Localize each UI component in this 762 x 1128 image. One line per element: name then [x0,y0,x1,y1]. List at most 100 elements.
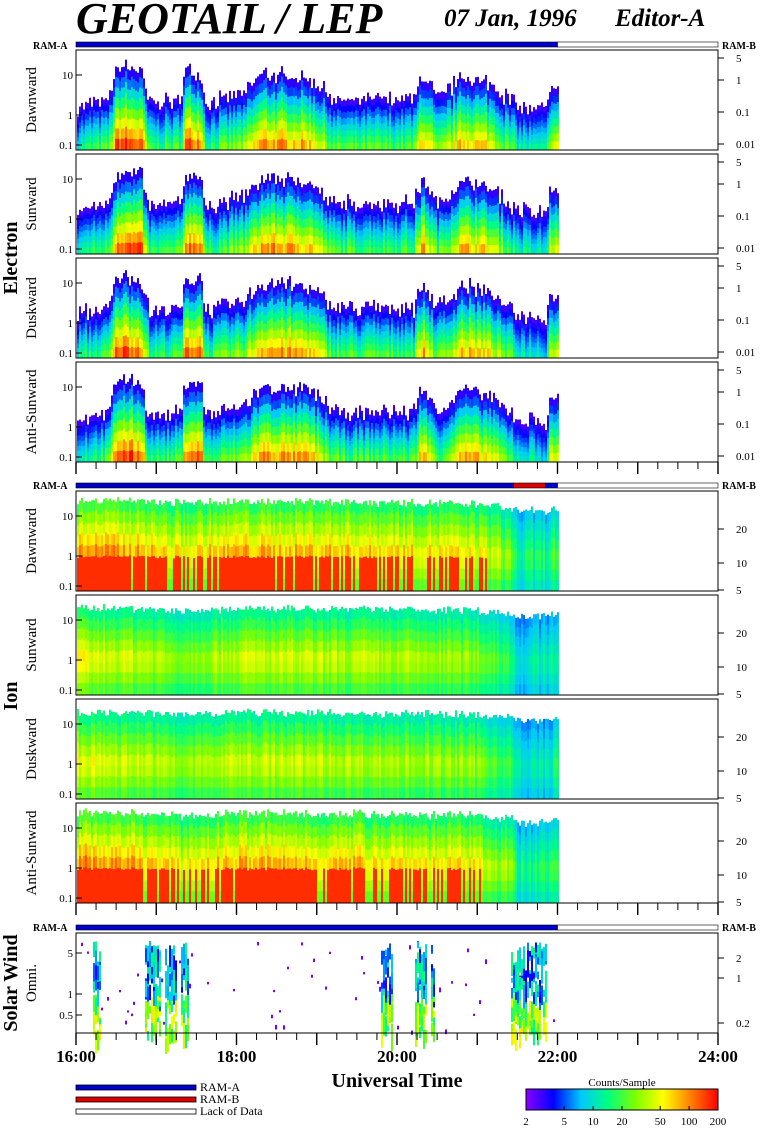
figure-editor: Editor-A [614,5,705,32]
pixel-cell [441,239,443,247]
pixel-cell [445,120,447,129]
pixel-cell [155,143,157,150]
pixel-cell [283,292,285,303]
pixel-cell [97,136,99,144]
pixel-cell [253,333,255,343]
pixel-cell [417,94,419,103]
pixel-cell [143,301,145,310]
pixel-cell [209,124,211,131]
pixel-cell [381,227,383,233]
pixel-cell [387,199,389,207]
pixel-cell [147,239,149,247]
pixel-cell [129,242,131,254]
pixel-cell [161,127,163,134]
pixel-cell [291,332,293,342]
pixel-cell [203,323,205,331]
pixel-cell [543,237,545,243]
pixel-cell [281,86,283,98]
pixel-cell [183,227,185,237]
pixel-cell [217,122,219,129]
pixel-cell [121,87,123,99]
pixel-cell [273,173,275,184]
pixel-cell [199,114,201,124]
pixel-cell [541,108,543,115]
pixel-cell [403,233,405,241]
pixel-cell [479,194,481,204]
pixel-cell [269,114,271,124]
pixel-cell [425,204,427,214]
pixel-cell [133,139,135,150]
pixel-cell [231,229,233,239]
pixel-cell [173,233,175,241]
pixel-cell [239,329,241,338]
pixel-cell [553,198,555,207]
pixel-cell [265,198,267,208]
pixel-cell [459,207,461,218]
pixel-cell [493,84,495,94]
pixel-cell [547,235,549,243]
pixel-cell [273,101,275,112]
pixel-cell [215,123,217,130]
pixel-cell [173,104,175,112]
pixel-cell [205,137,207,144]
pixel-cell [379,236,381,243]
pixel-cell [87,143,89,150]
pixel-cell [297,107,299,117]
pixel-cell [445,246,447,254]
pixel-cell [103,344,105,352]
pixel-cell [437,230,439,237]
pixel-cell [93,122,95,131]
pixel-cell [83,345,85,352]
pixel-cell [295,113,297,123]
pixel-cell [431,81,433,91]
pixel-cell [117,347,119,358]
pixel-cell [87,338,89,344]
pixel-cell [143,87,145,97]
pixel-cell [131,224,133,235]
pixel-cell [157,210,159,218]
pixel-cell [419,76,421,87]
pixel-cell [129,172,131,183]
pixel-cell [345,242,347,249]
pixel-cell [197,129,199,141]
pixel-cell [427,236,429,246]
pixel-cell [239,105,241,113]
pixel-cell [329,322,331,330]
pixel-cell [79,138,81,145]
pixel-cell [281,225,283,235]
pixel-cell [269,198,271,209]
pixel-cell [383,226,385,234]
pixel-cell [469,244,471,254]
pixel-cell [439,246,441,254]
pixel-cell [453,94,455,104]
pixel-cell [97,323,99,330]
pixel-cell [109,336,111,344]
pixel-cell [459,91,461,102]
pixel-cell [369,129,371,137]
left-tick-label: 1 [68,214,74,226]
pixel-cell [279,100,281,112]
pixel-cell [313,122,315,133]
pixel-cell [271,103,273,113]
pixel-cell [425,220,427,230]
pixel-cell [457,114,459,124]
pixel-cell [389,120,391,129]
pixel-cell [457,195,459,205]
pixel-cell [109,119,111,128]
pixel-cell [451,95,453,103]
pixel-cell [491,190,493,200]
pixel-cell [207,303,209,312]
pixel-cell [131,128,133,140]
pixel-cell [185,204,187,215]
pixel-cell [543,133,545,140]
pixel-cell [387,137,389,144]
pixel-cell [99,202,101,209]
pixel-cell [465,81,467,91]
pixel-cell [465,140,467,150]
pixel-cell [175,239,177,248]
pixel-cell [85,247,87,254]
pixel-cell [237,246,239,254]
pixel-cell [171,311,173,319]
pixel-cell [385,213,387,220]
pixel-cell [443,240,445,248]
